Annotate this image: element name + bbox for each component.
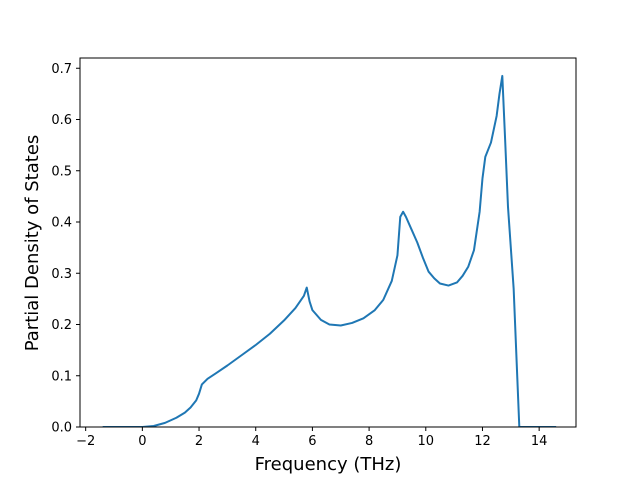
x-tick-label: 10 bbox=[418, 434, 435, 449]
x-tick-label: 2 bbox=[195, 434, 203, 449]
x-tick-label: 12 bbox=[474, 434, 491, 449]
y-axis-ticks: 0.0 0.1 0.2 0.3 0.4 0.5 0.6 0.7 bbox=[51, 62, 80, 436]
x-tick-label: 4 bbox=[252, 434, 260, 449]
y-axis-title: Partial Density of States bbox=[22, 135, 43, 352]
plot-frame bbox=[79, 57, 577, 428]
x-axis-title: Frequency (THz) bbox=[255, 454, 402, 475]
x-tick-label: 14 bbox=[531, 434, 548, 449]
plot-area bbox=[79, 57, 577, 428]
x-tick-label: 8 bbox=[365, 434, 373, 449]
x-tick-label: 0 bbox=[138, 434, 146, 449]
y-tick-label: 0.0 bbox=[51, 421, 72, 436]
x-axis-ticks: −2 0 2 4 6 8 10 12 14 bbox=[76, 427, 547, 449]
series-line-0 bbox=[102, 74, 557, 427]
y-tick-label: 0.4 bbox=[51, 216, 72, 231]
y-tick-label: 0.5 bbox=[51, 164, 72, 179]
x-tick-label: −2 bbox=[76, 434, 95, 449]
y-tick-label: 0.7 bbox=[51, 62, 72, 77]
y-tick-label: 0.2 bbox=[51, 318, 72, 333]
y-tick-label: 0.3 bbox=[51, 267, 72, 282]
y-tick-label: 0.1 bbox=[51, 369, 72, 384]
x-tick-label: 6 bbox=[308, 434, 316, 449]
y-tick-label: 0.6 bbox=[51, 113, 72, 128]
